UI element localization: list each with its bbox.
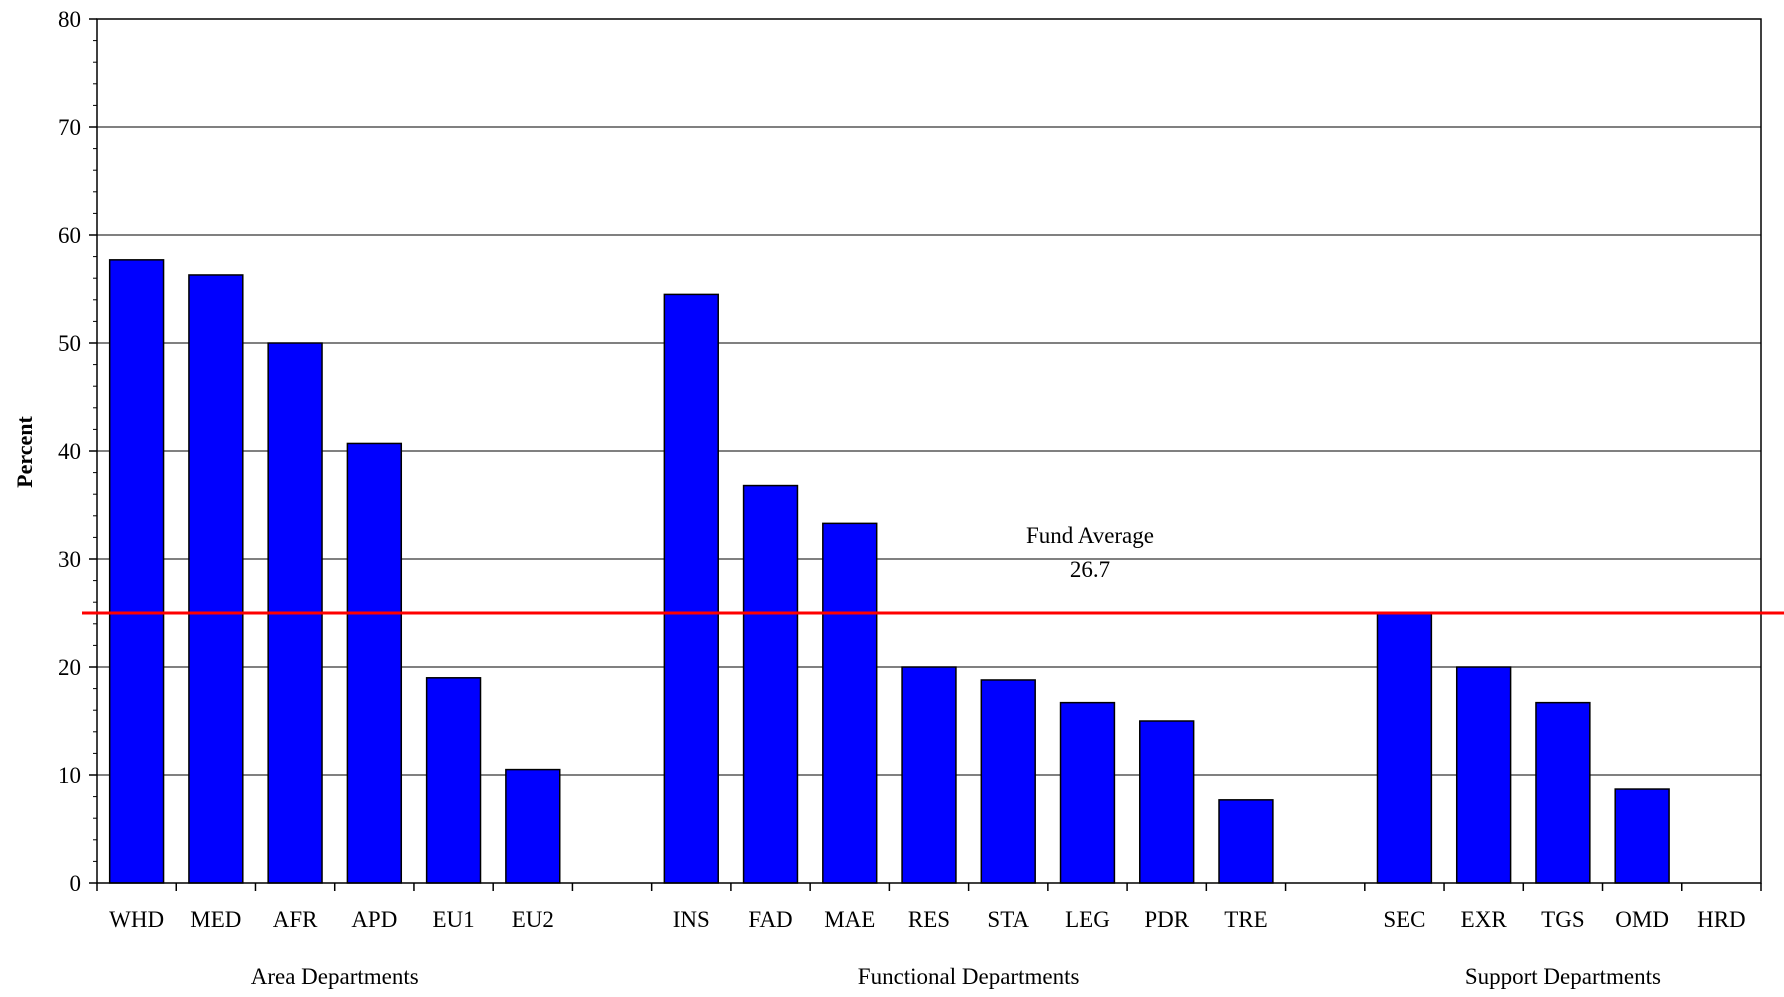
bar-res [901, 666, 957, 884]
fund-average-value: 26.7 [1070, 557, 1110, 582]
x-tick-label-sec: SEC [1383, 907, 1425, 932]
category-labels: WHD MED AFR APD EU1 EU2 INS FAD MAE RES STA LEG PDR T… [109, 907, 1746, 932]
x-tick-label-tre: TRE [1224, 907, 1267, 932]
bar-ins [663, 293, 719, 884]
x-tick-label-whd: WHD [109, 907, 164, 932]
bar-apd [346, 442, 403, 884]
y-tick-label: 80 [58, 7, 81, 32]
bar-sec [1376, 612, 1433, 884]
x-tick-label-exr: EXR [1461, 907, 1508, 932]
axes [89, 18, 1762, 891]
y-tick-label: 30 [58, 547, 81, 572]
x-tick-label-hrd: HRD [1697, 907, 1746, 932]
group-labels: Area Departments Functional Departments Su… [251, 964, 1661, 989]
bar-eu1 [425, 677, 482, 884]
bar-exr [1455, 666, 1512, 884]
x-tick-label-res: RES [908, 907, 950, 932]
x-tick-label-eu1: EU1 [432, 907, 474, 932]
bar-med [188, 274, 244, 884]
bar-sta [980, 679, 1036, 884]
y-tick-label: 70 [58, 115, 81, 140]
bar-eu2 [505, 768, 561, 884]
bar-whd [108, 259, 165, 884]
group-label-2: Functional Departments [858, 964, 1080, 989]
y-tick-label: 60 [58, 223, 81, 248]
bar-pdr [1139, 720, 1195, 884]
x-tick-label-apd: APD [351, 907, 397, 932]
fund-average-label: Fund Average [1026, 523, 1154, 548]
bars [108, 259, 1670, 884]
gridlines [97, 18, 1761, 776]
group-label-3: Support Departments [1465, 964, 1661, 989]
y-tick-label: 10 [58, 763, 81, 788]
bar-leg [1059, 701, 1116, 884]
x-tick-label-pdr: PDR [1144, 907, 1189, 932]
x-tick-label-omd: OMD [1615, 907, 1669, 932]
x-tick-label-afr: AFR [273, 907, 318, 932]
y-tick-labels: 0 10 20 30 40 50 60 70 80 [58, 7, 81, 896]
y-tick-label: 50 [58, 331, 81, 356]
bar-fad [742, 484, 799, 884]
bar-mae [822, 522, 878, 884]
x-tick-label-sta: STA [987, 907, 1029, 932]
bar-omd [1614, 788, 1670, 884]
x-tick-label-tgs: TGS [1541, 907, 1584, 932]
bar-tgs [1535, 701, 1591, 884]
y-tick-label: 40 [58, 439, 81, 464]
y-tick-label: 0 [70, 871, 82, 896]
y-axis-label: Percent [12, 416, 37, 488]
x-tick-label-leg: LEG [1065, 907, 1110, 932]
x-tick-label-ins: INS [673, 907, 710, 932]
group-label-1: Area Departments [251, 964, 419, 989]
x-tick-label-mae: MAE [824, 907, 875, 932]
x-tick-label-fad: FAD [748, 907, 792, 932]
plot-frame [96, 18, 1762, 884]
bar-tre [1218, 799, 1274, 884]
x-tick-label-eu2: EU2 [512, 907, 554, 932]
y-tick-label: 20 [58, 655, 81, 680]
x-tick-label-med: MED [190, 907, 241, 932]
